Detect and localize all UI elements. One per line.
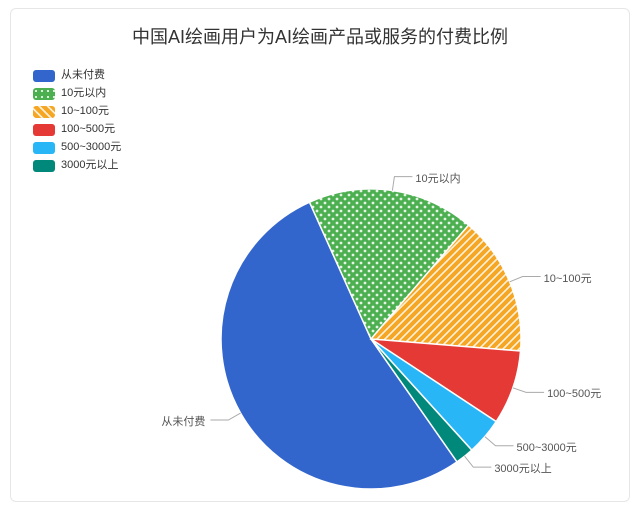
chart-card: 中国AI绘画用户为AI绘画产品或服务的付费比例 从未付费 10元以内 10~10…: [10, 8, 630, 502]
leader-line: [513, 388, 544, 393]
leader-line: [485, 437, 514, 446]
leader-line: [510, 277, 541, 282]
slice-label: 100~500元: [547, 385, 601, 401]
slice-label: 3000元以上: [494, 460, 551, 476]
leader-line: [210, 413, 240, 420]
slice-label: 500~3000元: [517, 439, 577, 455]
leader-line: [465, 456, 492, 467]
pie-chart-svg: [11, 9, 631, 503]
slice-label: 10~100元: [544, 270, 592, 286]
slice-label: 从未付费: [161, 413, 205, 429]
leader-line: [392, 177, 412, 191]
slice-label: 10元以内: [415, 170, 460, 186]
pie-chart-area: 从未付费 10元以内 10~100元 100~500元 500~3000元 3000元以上: [11, 9, 629, 501]
